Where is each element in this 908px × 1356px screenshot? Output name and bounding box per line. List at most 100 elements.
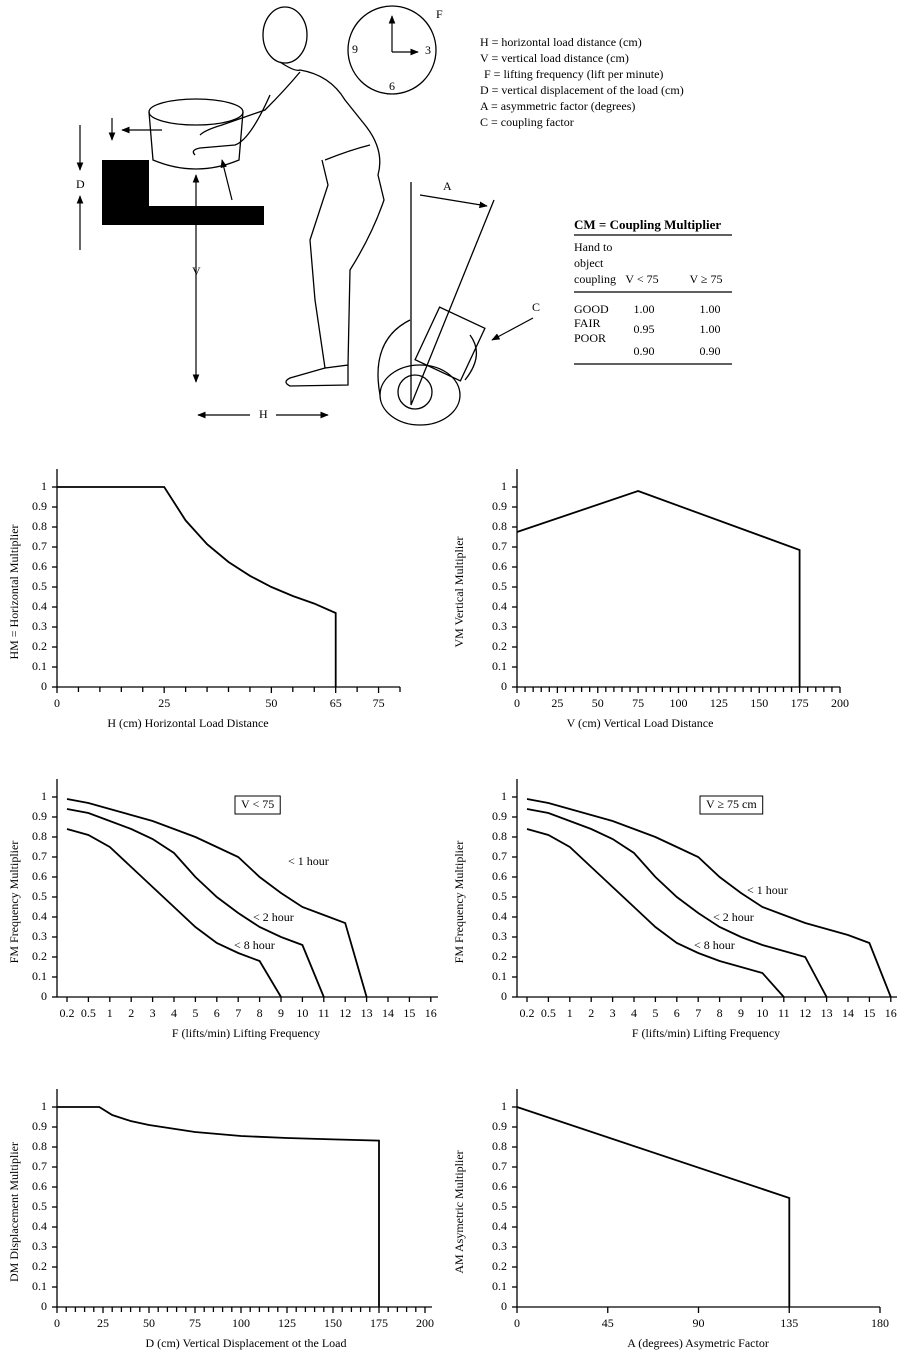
x-tick-label: 0.5 [541,1006,556,1020]
y-tick-label: 0 [41,679,47,693]
table-header: object [574,256,604,270]
table-cell: 1.00 [634,302,655,316]
y-tick-label: 0.6 [492,559,507,573]
table-cell: FAIR [574,316,600,330]
x-tick-label: 45 [602,1316,614,1330]
x-tick-label: 0.2 [60,1006,75,1020]
x-tick-label: 0 [514,1316,520,1330]
x-tick-label: 12 [799,1006,811,1020]
x-axis-title: F (lifts/min) Lifting Frequency [172,1026,320,1040]
y-tick-label: 0.5 [32,1199,47,1213]
y-axis-title: FM Frequency Multiplier [7,841,21,964]
x-tick-label: 50 [592,696,604,710]
y-tick-label: 0.1 [492,659,507,673]
table-header: Hand to [574,240,612,254]
y-axis-title: AM Asymetric Multiplier [452,1150,466,1273]
y-tick-label: 0.3 [492,929,507,943]
x-axis-title: D (cm) Vertical Displacement ot the Load [145,1336,346,1350]
table-cell: POOR [574,331,606,345]
x-tick-label: 5 [192,1006,198,1020]
curve-label: < 1 hour [288,854,329,868]
y-tick-label: 0.7 [32,849,47,863]
curve-label: < 2 hour [253,910,294,924]
x-axis-title: V (cm) Vertical Load Distance [567,716,714,730]
table-header: V ≥ 75 [689,272,722,286]
line [57,1107,379,1307]
x-tick-label: 65 [330,696,342,710]
x-tick-label: 5 [652,1006,658,1020]
x-tick-label: 16 [425,1006,437,1020]
y-tick-label: 0 [41,1299,47,1313]
x-tick-label: 150 [324,1316,342,1330]
x-tick-label: 180 [871,1316,889,1330]
y-tick-label: 0.8 [32,829,47,843]
y-tick-label: 0.5 [32,579,47,593]
table-cell: 1.00 [700,302,721,316]
figure: H = horizontal load distance (cm)V = ver… [0,0,908,1356]
x-tick-label: 12 [339,1006,351,1020]
annotation: V ≥ 75 cm [706,797,757,811]
x-tick-label: 25 [551,696,563,710]
x-axis-title: F (lifts/min) Lifting Frequency [632,1026,780,1040]
x-tick-label: 2 [128,1006,134,1020]
y-tick-label: 1 [501,1099,507,1113]
y-tick-label: 0.7 [492,539,507,553]
x-tick-label: 100 [232,1316,250,1330]
dimension-label: D [76,177,85,191]
x-tick-label: 0 [54,1316,60,1330]
curve-label: < 8 hour [694,938,735,952]
x-tick-label: 175 [791,696,809,710]
table-header: coupling [574,272,616,286]
x-tick-label: 0.2 [520,1006,535,1020]
x-tick-label: 1 [107,1006,113,1020]
x-tick-label: 2 [588,1006,594,1020]
y-tick-label: 1 [501,479,507,493]
y-tick-label: 0.3 [32,929,47,943]
chart: 00.10.20.30.40.50.60.70.80.9104590135180… [452,1089,889,1350]
y-axis-title: VM Vertical Multiplier [452,536,466,647]
dimension-label: H [259,407,268,421]
y-tick-label: 0.1 [32,969,47,983]
definitions: H = horizontal load distance (cm)V = ver… [480,35,684,129]
y-tick-label: 0.5 [492,1199,507,1213]
y-tick-label: 1 [501,789,507,803]
x-tick-label: 13 [361,1006,373,1020]
x-axis-title: A (degrees) Asymetric Factor [627,1336,769,1350]
y-tick-label: 0.5 [492,889,507,903]
y-tick-label: 0.9 [492,499,507,513]
definition: V = vertical load distance (cm) [480,51,629,65]
table-cell: GOOD [574,302,609,316]
x-tick-label: 10 [296,1006,308,1020]
y-tick-label: 0.1 [492,969,507,983]
x-tick-label: 14 [382,1006,394,1020]
x-tick-label: 50 [265,696,277,710]
x-tick-label: 11 [778,1006,790,1020]
y-tick-label: 0.7 [492,1159,507,1173]
x-tick-label: 7 [235,1006,241,1020]
x-tick-label: 25 [158,696,170,710]
x-tick-label: 0.5 [81,1006,96,1020]
x-tick-label: 7 [695,1006,701,1020]
x-tick-label: 100 [670,696,688,710]
y-tick-label: 0.8 [32,519,47,533]
x-tick-label: 0 [514,696,520,710]
y-tick-label: 0.8 [32,1139,47,1153]
y-tick-label: 0.1 [32,659,47,673]
x-tick-label: 175 [370,1316,388,1330]
x-tick-label: 15 [863,1006,875,1020]
y-tick-label: 0.9 [492,1119,507,1133]
y-tick-label: 0.6 [32,1179,47,1193]
line [57,487,336,687]
x-tick-label: 50 [143,1316,155,1330]
x-tick-label: 16 [885,1006,897,1020]
definition: D = vertical displacement of the load (c… [480,83,684,97]
x-tick-label: 125 [278,1316,296,1330]
x-tick-label: 1 [567,1006,573,1020]
y-tick-label: 0.6 [32,559,47,573]
curve-label: < 1 hour [747,883,788,897]
x-tick-label: 6 [674,1006,680,1020]
y-tick-label: 0.4 [32,599,47,613]
x-tick-label: 4 [631,1006,637,1020]
